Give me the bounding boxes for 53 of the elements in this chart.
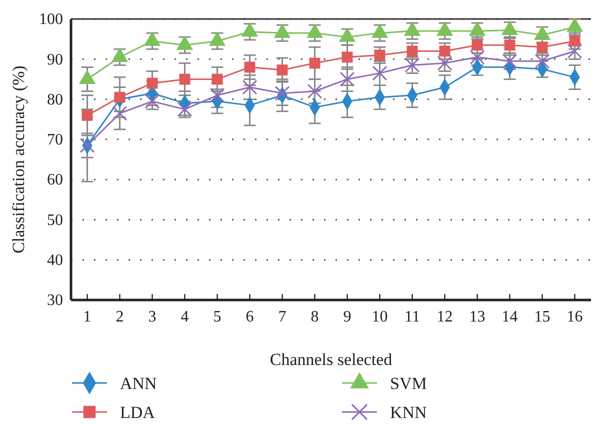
y-tick-label: 80: [47, 91, 63, 108]
legend-label: SVM: [390, 374, 427, 393]
x-axis-title: Channels selected: [270, 350, 393, 369]
point: [242, 80, 258, 95]
point: [146, 78, 158, 89]
x-tick-label: 3: [148, 308, 156, 326]
point: [307, 84, 322, 99]
point: [569, 36, 580, 47]
y-tick-label: 60: [47, 172, 63, 189]
x-tick-label: 9: [343, 308, 352, 326]
point: [536, 42, 548, 53]
point: [342, 52, 353, 63]
x-tick-label: 15: [534, 308, 550, 326]
y-tick-label: 70: [47, 132, 63, 149]
point: [114, 92, 126, 103]
point: [274, 86, 290, 101]
point: [439, 46, 450, 57]
legend-label: ANN: [120, 374, 157, 393]
x-tick-label: 6: [246, 308, 254, 326]
x-tick-label: 2: [116, 308, 124, 326]
x-tick-label: 5: [213, 308, 222, 326]
point: [244, 62, 256, 73]
point: [276, 64, 288, 76]
y-tick-label: 30: [47, 292, 63, 310]
y-tick-label: 90: [47, 51, 63, 68]
point: [472, 40, 483, 51]
point: [112, 106, 128, 121]
point: [372, 66, 388, 81]
point: [504, 40, 516, 51]
legend-label: LDA: [120, 403, 156, 422]
x-tick-label: 1: [83, 308, 92, 326]
x-tick-label: 16: [566, 308, 583, 326]
y-tick-label: 40: [47, 252, 63, 269]
y-tick-label: 50: [47, 212, 63, 229]
point: [82, 110, 93, 121]
point: [406, 46, 418, 57]
x-tick-label: 13: [469, 308, 486, 326]
point: [340, 72, 355, 87]
x-tick-label: 7: [278, 308, 286, 326]
point: [212, 74, 223, 85]
x-tick-label: 12: [436, 308, 453, 326]
x-tick-label: 4: [180, 308, 189, 326]
x-tick-label: 14: [502, 308, 518, 326]
x-tick-label: 11: [404, 308, 420, 326]
y-axis-title: Classification accuracy (%): [9, 66, 28, 254]
point: [374, 50, 386, 61]
point: [179, 74, 190, 85]
x-tick-label: 8: [310, 308, 319, 326]
point: [309, 58, 320, 69]
y-tick-label: 100: [39, 11, 63, 28]
point: [210, 88, 225, 103]
x-tick-label: 10: [372, 308, 388, 326]
legend-label: KNN: [390, 403, 427, 422]
